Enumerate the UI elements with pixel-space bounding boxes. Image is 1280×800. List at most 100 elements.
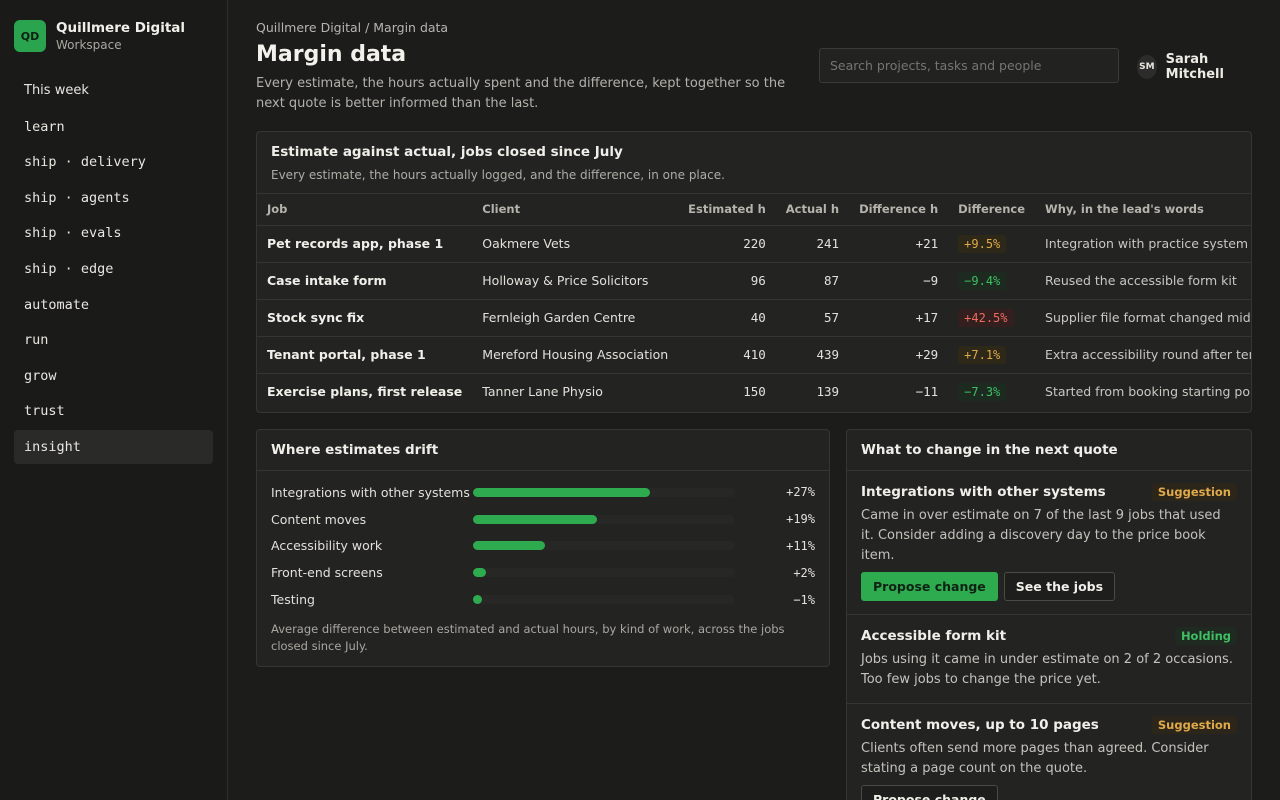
sidebar-item-ship-agents[interactable]: ship · agents — [24, 189, 130, 206]
suggestion-list: Integrations with other systems Suggestio… — [847, 471, 1251, 800]
estimated-hours: 150 — [743, 384, 766, 400]
estimate-table-title: Estimate against actual, jobs closed sin… — [271, 144, 623, 160]
drift-label: Front-end screens — [271, 565, 383, 581]
difference-percent-cell: −7.3% — [948, 373, 1035, 410]
drift-value: +11% — [786, 538, 815, 553]
suggestion-title: Integrations with other systems — [861, 484, 1106, 500]
drift-bar-track — [473, 514, 735, 524]
drift-bar-track — [473, 595, 735, 605]
col-difference-percent[interactable]: Difference — [948, 194, 1036, 226]
difference-percent-cell: +42.5% — [948, 299, 1036, 337]
brand-subtitle: Workspace — [56, 38, 122, 52]
sidebar-item-ship-evals[interactable]: ship · evals — [24, 225, 122, 242]
reason-text: Extra accessibility round after tenant t… — [1035, 336, 1251, 374]
difference-hours: +21 — [849, 225, 949, 263]
see-the-jobs-button[interactable]: See the jobs — [1003, 572, 1116, 601]
table-row[interactable]: Tenant portal, phase 1 Mereford Housing A… — [257, 336, 1251, 374]
brand-name: Quillmere Digital — [56, 20, 186, 36]
drift-value: +27% — [786, 485, 815, 500]
drift-bar — [473, 595, 482, 605]
next-quote-header: What to change in the next quote — [847, 430, 1251, 471]
brand-logo: QD — [14, 20, 46, 52]
difference-hours: −11 — [915, 384, 939, 400]
difference-badge: +42.5% — [958, 309, 1014, 327]
search-input[interactable] — [819, 48, 1119, 83]
actual-hours: 87 — [775, 262, 850, 300]
table-row[interactable]: Stock sync fix Fernleigh Garden Centre 40 5… — [257, 299, 1251, 337]
suggestion-body: Came in over estimate on 7 of the last 9… — [861, 508, 1221, 563]
drift-row: Content moves +19% — [257, 506, 829, 533]
next-quote-title: What to change in the next quote — [861, 442, 1118, 458]
drift-label: Accessibility work — [271, 538, 383, 554]
sidebar-item-automate[interactable]: automate — [24, 296, 90, 313]
user-name: Sarah Mitchell — [1165, 52, 1224, 82]
suggestion-item: Accessible form kit Holding Jobs using it … — [847, 615, 1251, 704]
actual-hours: 57 — [775, 299, 850, 337]
sidebar-item-this-week[interactable]: This week — [24, 83, 89, 98]
sidebar-item-learn[interactable]: learn — [24, 118, 65, 135]
difference-badge: +7.1% — [958, 346, 1007, 364]
col-actual[interactable]: Actual h — [775, 194, 850, 226]
drift-card-header: Where estimates drift — [257, 430, 829, 471]
reason-text: Reused the accessible form kit — [1035, 262, 1251, 300]
propose-change-button[interactable]: Propose change — [861, 785, 998, 800]
col-difference-hours[interactable]: Difference h — [849, 194, 949, 226]
col-job[interactable]: Job — [257, 194, 473, 226]
drift-card: Where estimates drift Integrations with … — [256, 429, 830, 667]
sidebar-item-grow[interactable]: grow — [24, 367, 57, 384]
reason-text: Started from booking starting point — [1045, 384, 1252, 400]
sidebar-item-ship-edge[interactable]: ship · edge — [24, 260, 114, 277]
estimated-hours: 96 — [678, 262, 776, 300]
sidebar-item-ship-delivery[interactable]: ship · delivery — [24, 154, 146, 171]
drift-row: Testing −1% — [257, 586, 829, 613]
actual-hours: 139 — [816, 384, 840, 400]
drift-card-title: Where estimates drift — [271, 442, 439, 458]
drift-bar-track — [473, 487, 735, 497]
user-menu[interactable]: SM Sarah Mitchell — [1137, 52, 1252, 82]
col-why[interactable]: Why, in the lead's words — [1035, 194, 1251, 226]
suggestion-header: Integrations with other systems Suggestio… — [861, 483, 1237, 501]
suggestion-body: Clients often send more pages than agree… — [861, 741, 1209, 776]
drift-bar — [473, 514, 598, 524]
client-name: Mereford Housing Association — [472, 336, 679, 374]
drift-row: Accessibility work +11% — [257, 533, 829, 560]
suggestion-actions: Propose change See the jobs — [861, 572, 1237, 601]
brand[interactable]: QD Quillmere Digital Workspace — [14, 20, 213, 52]
estimate-table-card: Estimate against actual, jobs closed sin… — [256, 131, 1252, 413]
difference-badge: +9.5% — [958, 235, 1007, 253]
job-name: Pet records app, phase 1 — [257, 225, 473, 263]
sidebar-item-trust[interactable]: trust — [24, 403, 65, 420]
drift-bar — [473, 541, 546, 551]
client-name: Holloway & Price Solicitors — [472, 262, 679, 300]
difference-hours: −9 — [849, 262, 949, 300]
drift-value: −1% — [793, 592, 815, 607]
table-row[interactable]: Case intake form Holloway & Price Solicit… — [257, 262, 1251, 300]
table-row[interactable]: Pet records app, phase 1 Oakmere Vets 220 2… — [257, 225, 1251, 263]
reason-text: Integration with practice system took lo… — [1035, 225, 1251, 263]
estimated-hours: 40 — [678, 299, 776, 337]
page-title: Margin data — [256, 42, 407, 67]
drift-bar-track — [473, 541, 735, 551]
sidebar-item-run[interactable]: run — [24, 332, 49, 349]
client-name: Fernleigh Garden Centre — [472, 299, 679, 337]
job-name: Exercise plans, first release — [267, 384, 463, 400]
difference-percent-cell: +7.1% — [948, 336, 1036, 374]
avatar: SM — [1137, 55, 1157, 79]
breadcrumb[interactable]: Quillmere Digital / Margin data — [256, 20, 449, 35]
drift-bar — [473, 487, 650, 497]
col-client[interactable]: Client — [472, 194, 679, 226]
job-name: Tenant portal, phase 1 — [257, 336, 473, 374]
table-row[interactable]: Exercise plans, first release Tanner Lane… — [257, 373, 1252, 410]
client-name: Tanner Lane Physio — [482, 384, 603, 400]
drift-label: Content moves — [271, 511, 367, 527]
difference-hours: +17 — [849, 299, 949, 337]
status-badge: Holding — [1174, 627, 1237, 645]
estimate-table-subtitle: Every estimate, the hours actually logge… — [271, 168, 725, 182]
col-estimated[interactable]: Estimated h — [678, 194, 776, 226]
sidebar-item-insight[interactable]: insight — [14, 429, 213, 464]
status-badge: Suggestion — [1151, 716, 1237, 734]
reason-text: Supplier file format changed mid-job — [1035, 299, 1251, 337]
table-header-row: Job Client Estimated h Actual h Differen… — [257, 194, 1251, 226]
propose-change-button[interactable]: Propose change — [861, 572, 998, 601]
drift-value: +2% — [793, 565, 815, 580]
